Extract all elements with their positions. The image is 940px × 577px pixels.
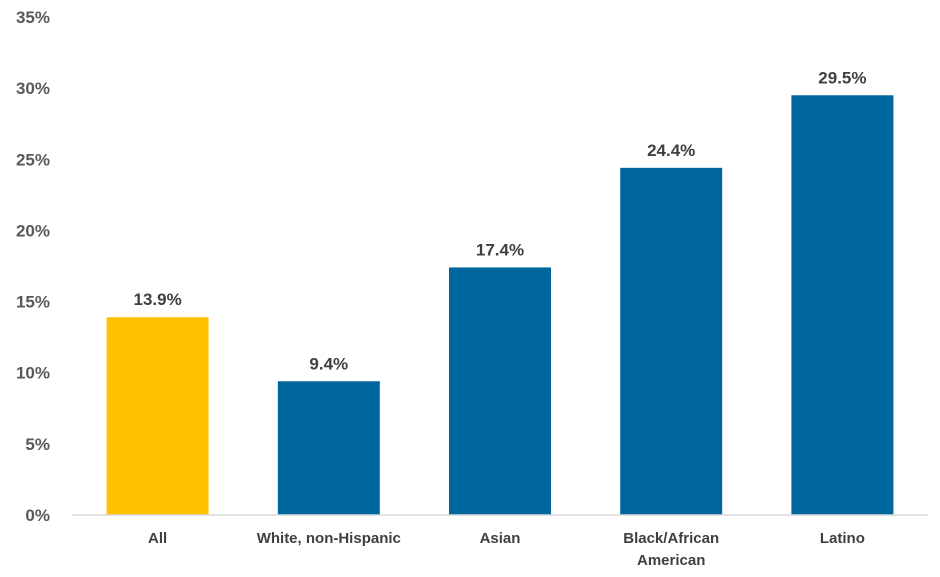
category-label: Latino [820,530,865,547]
data-label: 29.5% [818,68,866,87]
bar [620,167,723,515]
bar [449,267,551,515]
category-label: American [637,552,705,569]
data-label: 17.4% [476,240,524,259]
y-tick-label: 5% [25,435,50,454]
y-axis-ticks: 0% 5% 10% 15% 20% 25% 30% 35% [16,8,50,525]
data-label: 13.9% [133,290,181,309]
y-tick-label: 30% [16,79,50,98]
category-label: White, non-Hispanic [257,530,401,547]
category-label: All [148,530,167,547]
bar [791,95,894,515]
y-tick-label: 35% [16,8,50,27]
category-labels: All White, non-Hispanic Asian Black/African… [148,530,865,569]
bar [277,381,380,515]
y-tick-label: 10% [16,364,50,383]
data-labels: 13.9% 9.4% 17.4% 24.4% 29.5% [133,68,866,373]
y-tick-label: 15% [16,293,50,312]
data-label: 24.4% [647,141,695,160]
y-tick-label: 20% [16,221,50,240]
y-tick-label: 25% [16,150,50,169]
category-label: Black/African [623,530,719,547]
category-label: Asian [480,530,521,547]
y-tick-label: 0% [25,506,50,525]
data-label: 9.4% [309,354,348,373]
bars [106,95,894,515]
bar [106,317,209,515]
